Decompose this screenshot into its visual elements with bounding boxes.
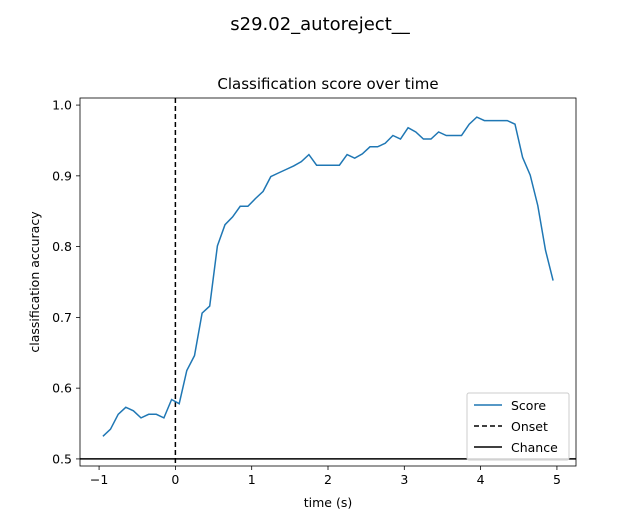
- y-axis-ticks: 0.5 0.6 0.7 0.8 0.9 1.0: [52, 98, 80, 466]
- x-tick-label: 5: [553, 472, 561, 487]
- y-tick-label: 0.5: [52, 451, 72, 466]
- legend-label-chance: Chance: [511, 440, 558, 455]
- y-tick-label: 1.0: [52, 98, 72, 113]
- y-tick-label: 0.7: [52, 310, 72, 325]
- figure-suptitle: s29.02_autoreject__: [230, 14, 411, 35]
- y-tick-label: 0.6: [52, 381, 72, 396]
- x-tick-label: −1: [90, 472, 108, 487]
- x-tick-label: 1: [248, 472, 256, 487]
- y-tick-label: 0.8: [52, 239, 72, 254]
- score-line: [102, 116, 554, 437]
- legend: Score Onset Chance: [466, 392, 570, 461]
- x-axis-label: time (s): [304, 495, 352, 510]
- chart-title: Classification score over time: [217, 75, 438, 93]
- y-tick-label: 0.9: [52, 168, 72, 183]
- legend-box: [466, 392, 570, 461]
- y-axis-label: classification accuracy: [27, 211, 42, 353]
- x-tick-label: 4: [477, 472, 485, 487]
- legend-label-score: Score: [511, 398, 546, 413]
- x-tick-label: 3: [400, 472, 408, 487]
- x-tick-label: 2: [324, 472, 332, 487]
- x-tick-label: 0: [171, 472, 179, 487]
- legend-label-onset: Onset: [511, 419, 548, 434]
- x-axis-ticks: −1 0 1 2 3 4 5: [90, 466, 561, 487]
